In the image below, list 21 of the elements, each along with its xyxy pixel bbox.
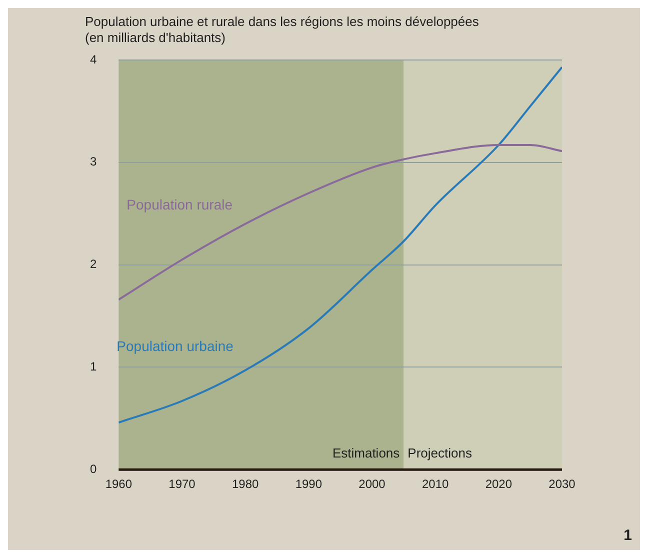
x-tick-label: 2030: [548, 477, 576, 492]
x-tick-label: 1980: [232, 477, 260, 492]
x-tick-label: 1960: [105, 477, 132, 492]
y-tick-label: 4: [90, 52, 97, 66]
x-tick-label: 2010: [422, 477, 450, 492]
series-label: Population rurale: [126, 196, 233, 213]
x-tick-label: 2020: [485, 477, 512, 492]
y-tick-label: 0: [90, 462, 97, 476]
line-series: [118, 66, 562, 424]
y-tick-label: 2: [90, 257, 97, 272]
y-tick-label: 3: [90, 154, 97, 169]
chart-title: Population urbaine et rurale dans les régions les moins développées (en milliards d'habitants): [85, 14, 480, 45]
series-label: Population urbaine: [116, 338, 234, 354]
x-tick-label: 1990: [295, 477, 322, 492]
x-tick-label: 1970: [168, 477, 196, 492]
line-series: [118, 144, 562, 301]
band-label: Projections: [408, 446, 472, 461]
text: 1: [624, 527, 632, 544]
x-tick-label: 2000: [358, 477, 386, 492]
y-tick-label: 1: [90, 360, 97, 374]
band-label: Estimations: [332, 446, 400, 461]
